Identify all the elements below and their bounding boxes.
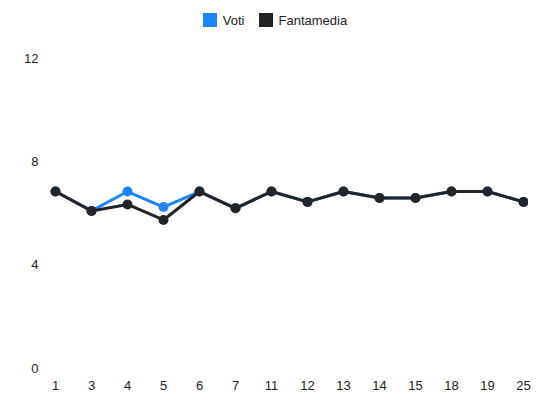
svg-text:18: 18 — [444, 378, 458, 393]
svg-text:4: 4 — [124, 378, 131, 393]
svg-text:14: 14 — [372, 378, 386, 393]
svg-text:4: 4 — [31, 257, 38, 272]
svg-text:12: 12 — [24, 51, 38, 66]
svg-text:6: 6 — [196, 378, 203, 393]
svg-text:7: 7 — [232, 378, 239, 393]
svg-text:19: 19 — [480, 378, 494, 393]
svg-text:0: 0 — [31, 361, 38, 376]
svg-text:3: 3 — [88, 378, 95, 393]
svg-text:15: 15 — [408, 378, 422, 393]
html-text:Voti: Voti — [222, 12, 245, 28]
svg-text:13: 13 — [336, 378, 350, 393]
svg-text:11: 11 — [265, 378, 279, 393]
svg-text:12: 12 — [300, 378, 314, 393]
svg-text:8: 8 — [31, 154, 38, 169]
svg-text:1: 1 — [52, 378, 59, 393]
html-text:Fantamedia: Fantamedia — [278, 12, 348, 28]
svg-text:5: 5 — [160, 378, 167, 393]
svg-text:25: 25 — [516, 378, 530, 393]
